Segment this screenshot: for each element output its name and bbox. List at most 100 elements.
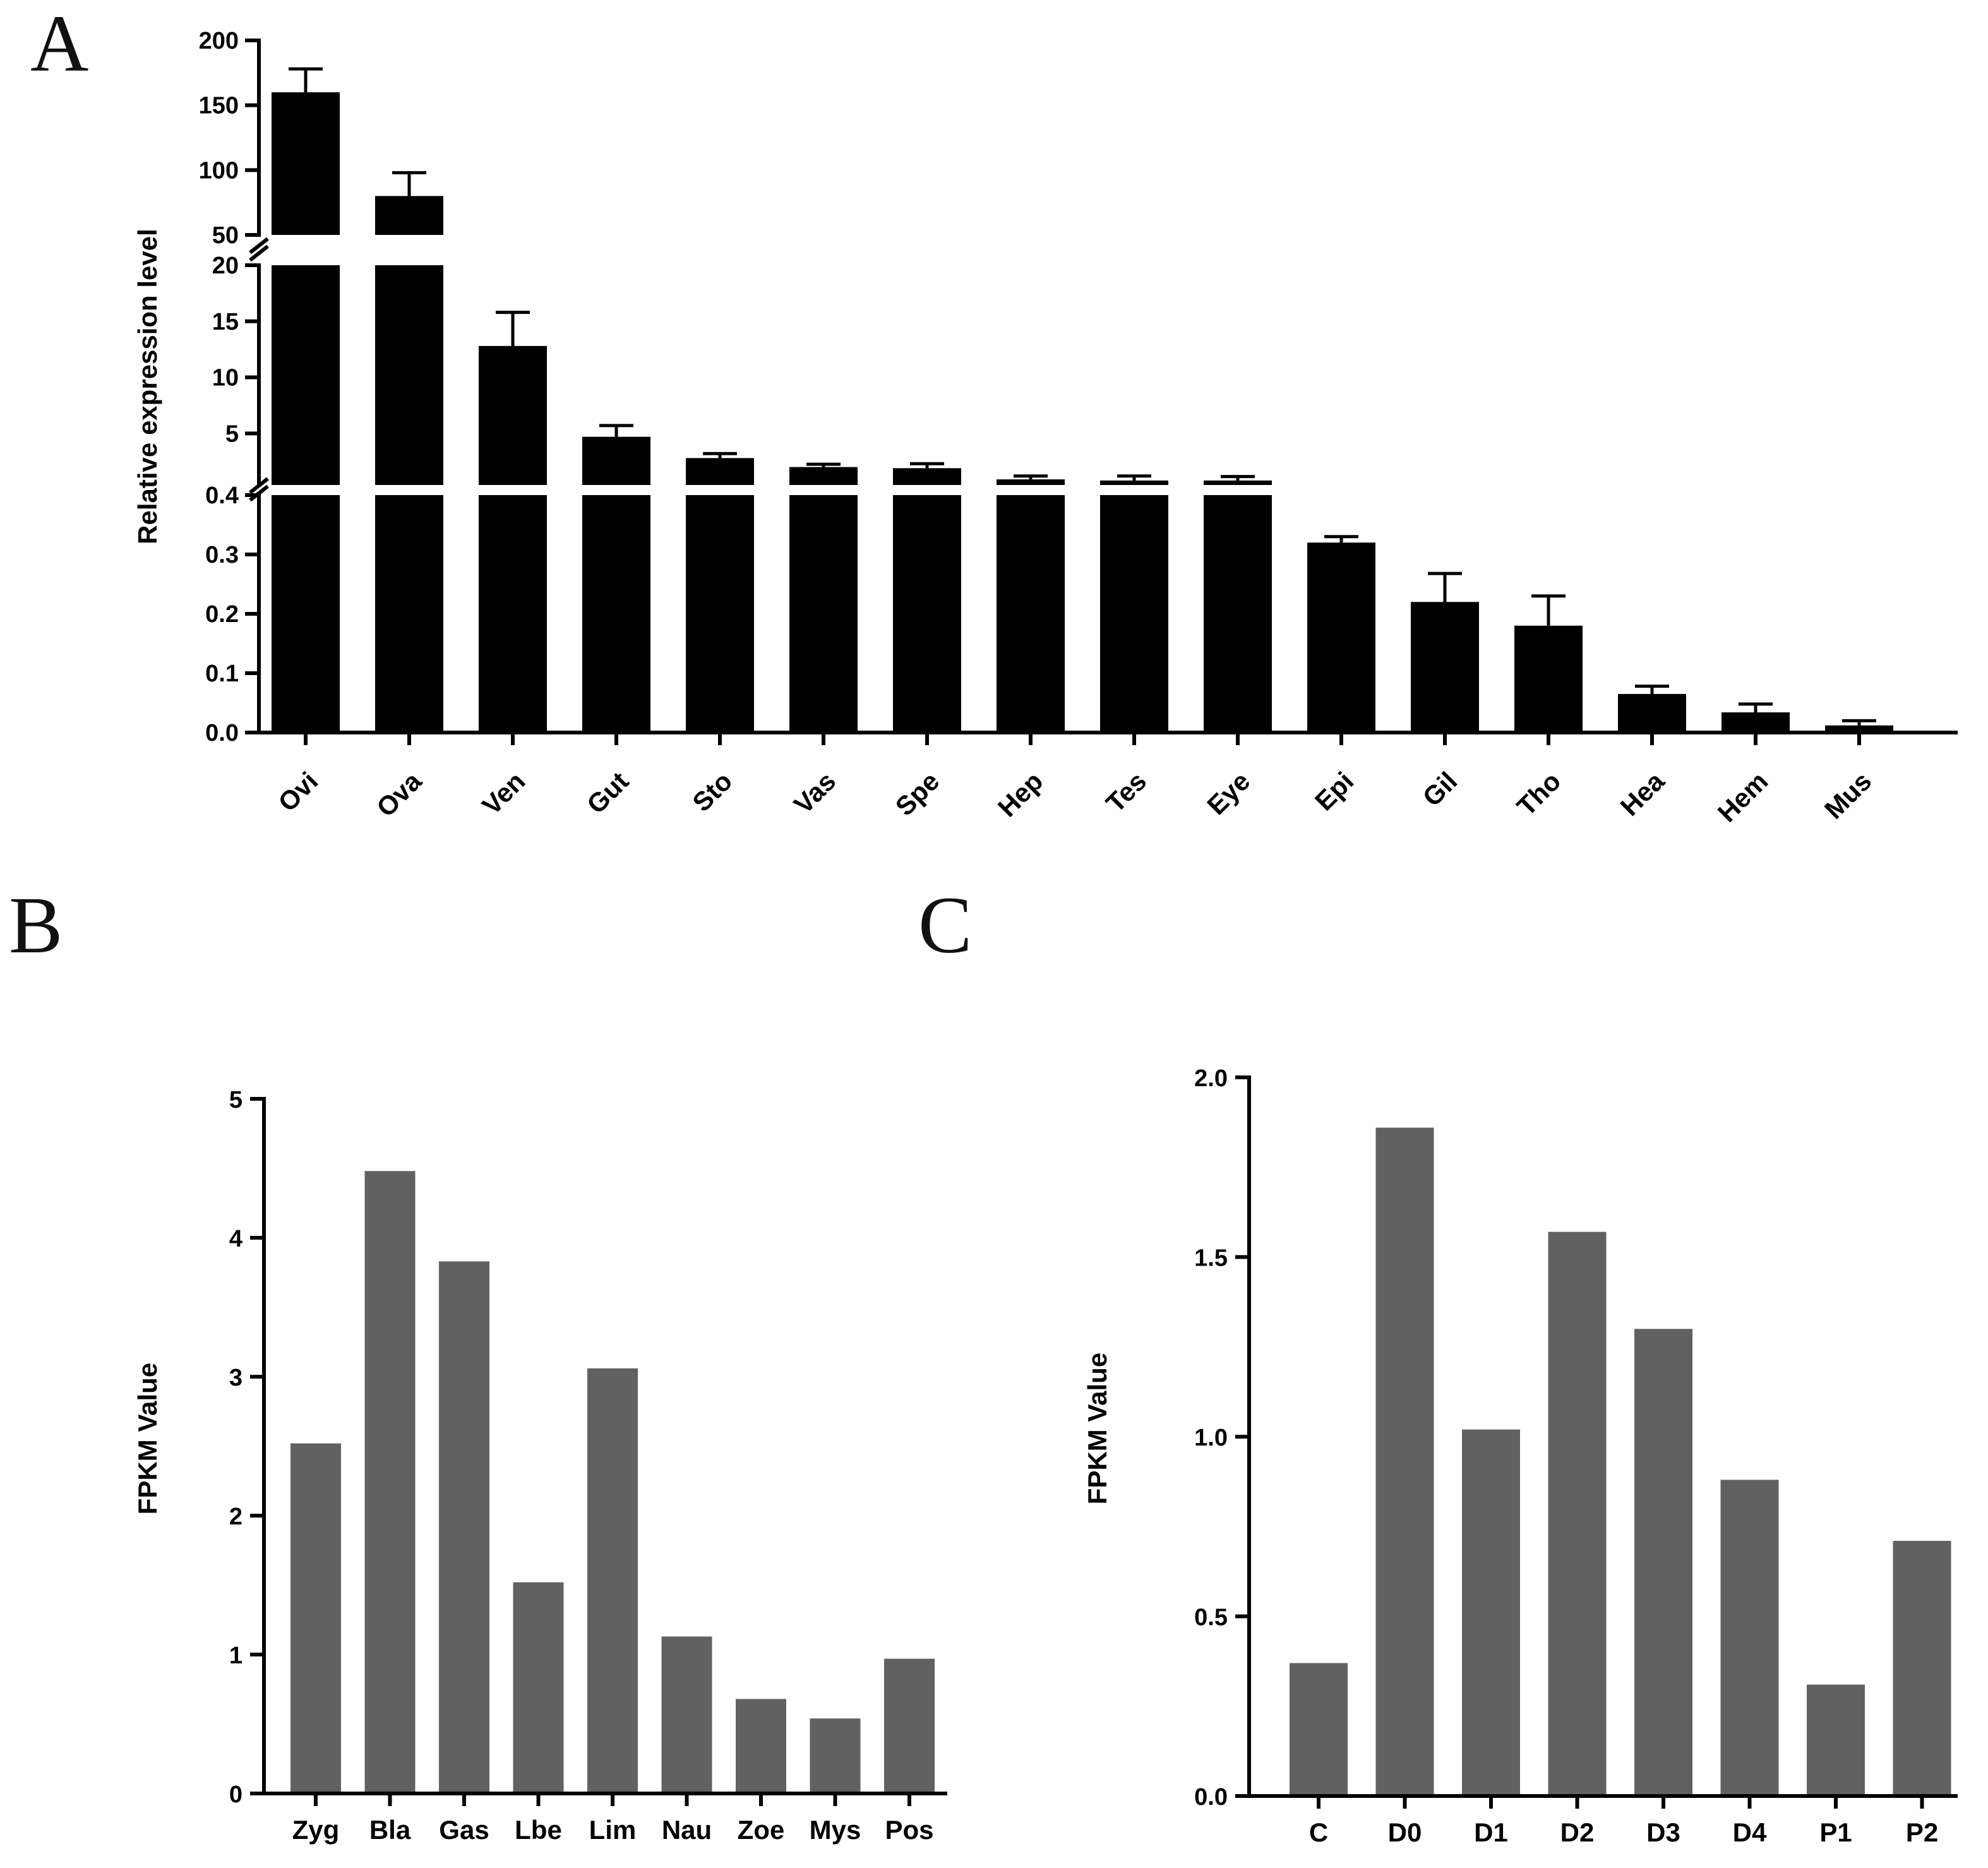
y-tick-label-b: 1 <box>229 1643 243 1669</box>
x-tick-label-c: C <box>1309 1817 1328 1847</box>
bar-b-pos <box>884 1658 935 1793</box>
bar-c-d0 <box>1375 1127 1434 1796</box>
bar-segment <box>272 265 340 485</box>
bar-b-zyg <box>290 1443 341 1793</box>
error-bar-a-ven <box>496 311 530 346</box>
y-tick-label-b: 0 <box>229 1781 243 1808</box>
y-tick-label-a: 5 <box>225 421 239 447</box>
bar-segment <box>1100 480 1168 485</box>
y-tick-label-a: 20 <box>212 253 239 279</box>
y-axis-title-a: Relative expression level <box>133 229 162 544</box>
error-bar-a-gut <box>599 424 633 437</box>
bar-segment <box>686 495 754 733</box>
bar-b-gas <box>439 1261 489 1793</box>
y-tick-label-c: 0.0 <box>1194 1784 1228 1811</box>
y-tick-label-b: 4 <box>229 1226 243 1252</box>
bar-segment <box>1204 480 1272 485</box>
error-bar-a-ova <box>392 171 426 196</box>
x-tick-label-c: P2 <box>1906 1817 1938 1847</box>
x-tick-label-b: Gas <box>439 1815 489 1845</box>
bar-c-d3 <box>1634 1329 1692 1796</box>
bar-b-bla <box>364 1171 416 1793</box>
y-axis-title-c: FPKM Value <box>1082 1353 1112 1504</box>
error-bar-a-tho <box>1531 594 1566 626</box>
x-tick-label-a: Tho <box>1511 766 1567 822</box>
bar-segment <box>789 467 858 485</box>
bar-segment <box>375 265 443 485</box>
bar-a-vas <box>789 467 858 733</box>
bar-a-hem <box>1722 712 1790 733</box>
bar-a-sto <box>686 458 754 733</box>
error-bar-a-tes <box>1117 474 1151 481</box>
x-tick-label-a: Tes <box>1100 766 1152 818</box>
bar-segment <box>582 436 650 485</box>
bar-segment <box>1722 712 1790 733</box>
x-tick-label-a: Vas <box>788 766 841 819</box>
bar-segment <box>997 495 1065 733</box>
x-tick-label-a: Hea <box>1615 766 1670 822</box>
error-bar-a-spe <box>910 462 944 469</box>
chart-b: 0 1 2 3 4 5 Zyg Bla Gas Lbe Lim Nau Zoe Mys Pos FPKM Va… <box>133 1087 947 1845</box>
bar-segment <box>375 495 443 733</box>
bar-segment <box>1514 625 1583 733</box>
bar-segment <box>1204 495 1272 733</box>
y-tick-label-c: 1.0 <box>1194 1425 1228 1451</box>
x-tick-label-a: Spe <box>890 766 945 822</box>
y-tick-label-c: 0.5 <box>1194 1605 1228 1631</box>
y-tick-label-a: 0.1 <box>205 661 239 687</box>
x-tick-label-b: Bla <box>369 1815 411 1845</box>
bar-b-zoe <box>736 1699 786 1793</box>
bar-a-hep <box>997 479 1065 733</box>
bar-segment <box>375 196 443 235</box>
bar-b-lbe <box>513 1582 564 1793</box>
axis-break-mark <box>249 244 269 262</box>
x-tick-label-a: Mus <box>1819 766 1877 825</box>
x-tick-label-a: Eye <box>1201 766 1255 820</box>
x-tick-label-a: Ova <box>371 766 428 823</box>
y-tick-label-a: 0.4 <box>205 482 239 509</box>
x-tick-label-b: Nau <box>662 1815 712 1845</box>
axis-break-mark <box>249 477 269 494</box>
x-tick-label-a: Ven <box>476 766 530 820</box>
error-bar-a-hep <box>1014 474 1048 480</box>
bar-segment <box>997 479 1065 485</box>
bar-c-d2 <box>1548 1231 1607 1796</box>
bar-a-gil <box>1411 602 1479 733</box>
panel-letter-c: C <box>918 880 972 970</box>
x-tick-label-b: Lim <box>589 1815 637 1845</box>
bar-b-nau <box>661 1636 712 1793</box>
bar-segment <box>1825 725 1893 733</box>
y-tick-label-a: 15 <box>212 309 239 335</box>
error-bar-a-vas <box>806 462 841 467</box>
x-tick-label-b: Mys <box>810 1815 861 1845</box>
bar-segment <box>272 495 340 733</box>
bar-a-gut <box>582 436 650 733</box>
error-bar-a-eye <box>1221 475 1255 481</box>
y-tick-label-a: 0.3 <box>205 542 239 568</box>
bar-c-d1 <box>1462 1429 1520 1796</box>
bar-segment <box>1100 495 1168 733</box>
chart-c: 0.0 0.5 1.0 1.5 2.0 C D0 D1 D2 D3 D4 P1 P2 FPKM Value <box>1082 1065 1958 1847</box>
y-tick-label-c: 2.0 <box>1194 1065 1228 1092</box>
y-tick-label-a: 10 <box>212 365 239 392</box>
x-tick-label-c: P1 <box>1819 1817 1852 1847</box>
x-tick-label-a: Gut <box>581 766 634 819</box>
x-tick-label-c: D4 <box>1733 1817 1767 1847</box>
bar-a-ovi <box>272 92 340 733</box>
bar-c-c <box>1290 1663 1348 1796</box>
bar-a-tes <box>1100 480 1168 733</box>
bar-segment <box>893 495 961 733</box>
error-bar-a-hea <box>1635 685 1669 694</box>
bar-c-p2 <box>1893 1541 1951 1796</box>
bar-a-epi <box>1307 542 1375 733</box>
bar-segment <box>272 92 340 235</box>
x-tick-label-b: Lbe <box>515 1815 562 1845</box>
bar-c-p1 <box>1807 1684 1865 1796</box>
bar-b-lim <box>587 1368 638 1793</box>
x-tick-label-a: Ovi <box>272 766 323 817</box>
error-bar-a-epi <box>1324 535 1358 543</box>
error-bar-a-gil <box>1428 572 1462 602</box>
x-tick-label-c: D2 <box>1560 1817 1595 1847</box>
x-tick-label-a: Hep <box>992 766 1048 822</box>
x-tick-label-a: Hem <box>1712 766 1774 828</box>
